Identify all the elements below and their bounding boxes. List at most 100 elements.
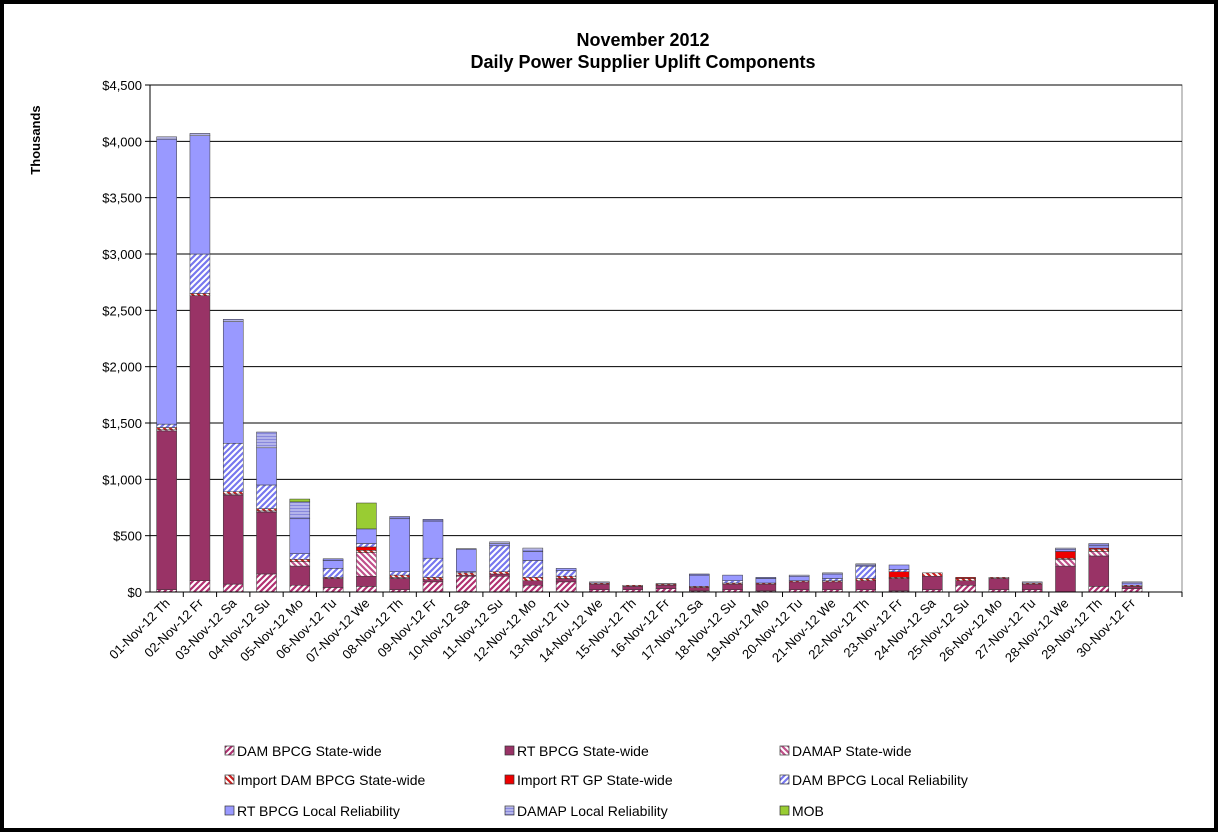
bar-segment [322, 568, 344, 578]
bar-segment [1055, 548, 1076, 552]
bar-segment [489, 541, 510, 544]
bar-segment [788, 575, 810, 581]
bar-segment [788, 581, 810, 590]
bar-segment [1088, 545, 1110, 549]
bar-segment [389, 516, 410, 520]
bar-segment [988, 577, 1010, 579]
bar-segment [222, 491, 244, 495]
bar-segment [722, 580, 743, 584]
bar-segment [222, 494, 244, 585]
legend-label: RT BPCG State-wide [517, 743, 649, 759]
bar-segment [356, 543, 377, 548]
y-tick-label: $2,500 [102, 303, 142, 318]
bar-segment [456, 548, 477, 550]
legend-swatch [504, 774, 515, 785]
bar-segment [722, 574, 743, 581]
bar-segment [489, 575, 510, 593]
y-tick-label: $3,500 [102, 191, 142, 206]
legend-swatch [779, 805, 790, 816]
bar-segment [655, 584, 677, 589]
bar-segment [522, 551, 544, 561]
legend-swatch [504, 745, 515, 756]
bar-segment [456, 572, 477, 576]
bar-segment [489, 543, 510, 547]
bar-segment [156, 136, 177, 140]
bar-segment [389, 571, 410, 576]
bar-segment [1055, 565, 1076, 593]
bar-segment [555, 575, 577, 579]
bar-segment [822, 581, 843, 590]
bar-segment [655, 588, 677, 593]
bar-segment [1088, 586, 1110, 593]
bar-segment [622, 586, 643, 590]
legend-label: DAM BPCG Local Reliability [792, 772, 968, 788]
y-tick-label: $1,000 [102, 472, 142, 487]
bar-segment [555, 570, 577, 577]
bar-segment [256, 447, 277, 486]
legend-swatch [504, 805, 515, 816]
bar-segment [289, 553, 311, 560]
bar-segment [922, 572, 943, 577]
y-tick-label: $4,000 [102, 134, 142, 149]
legend-label: MOB [792, 803, 824, 819]
bar-segment [489, 573, 510, 577]
bar-segment [356, 502, 377, 530]
bar-segment [189, 295, 211, 581]
bar-segment [855, 580, 876, 590]
bar-segment [555, 568, 577, 571]
bar-segment [522, 577, 544, 581]
bar-segment [322, 558, 344, 561]
bar-segment [555, 581, 577, 593]
bar-segment [1021, 583, 1043, 590]
bar-segment [289, 501, 311, 520]
bar-segment [855, 578, 876, 581]
bar-segment [189, 135, 211, 255]
bar-segment [988, 578, 1010, 590]
bar-segment [955, 580, 976, 586]
bar-segment [888, 564, 910, 570]
bar-segment [722, 583, 743, 590]
bar-segment [1088, 551, 1110, 557]
legend-label: Import RT GP State-wide [517, 772, 673, 788]
bar-segment [1088, 548, 1110, 552]
legend-label: DAMAP State-wide [792, 743, 912, 759]
y-tick-label: $0 [128, 585, 142, 600]
bar-segment [522, 547, 544, 552]
bar-segment [955, 584, 976, 593]
bar-segment [222, 583, 244, 593]
bar-segment [356, 546, 377, 551]
bar-segment [189, 133, 211, 136]
bar-segment [156, 427, 177, 431]
bar-segment [689, 587, 710, 592]
bar-segment [489, 545, 510, 572]
bar-segment [456, 575, 477, 593]
bar-segment [1088, 543, 1110, 547]
y-tick-label: $4,500 [102, 78, 142, 93]
y-tick-label: $2,000 [102, 360, 142, 375]
bar-segment [156, 423, 177, 428]
bar-segment [256, 431, 277, 449]
bar-segment [755, 578, 777, 584]
bar-segment [422, 577, 444, 580]
bar-segment [356, 575, 377, 587]
bar-segment [822, 572, 843, 575]
bar-segment [922, 575, 943, 590]
bar-segment [422, 579, 444, 583]
bar-segment [522, 580, 544, 586]
bar-segment [1121, 586, 1143, 589]
bar-segment [1121, 588, 1143, 593]
legend-swatch [224, 774, 235, 785]
bar-segment [755, 583, 777, 592]
legend-label: DAMAP Local Reliability [517, 803, 668, 819]
bar-segment [256, 573, 277, 593]
bar-segment [256, 484, 277, 509]
bar-segment [689, 573, 710, 576]
bar-segment [755, 577, 777, 579]
bar-segment [356, 586, 377, 593]
legend-swatch [779, 774, 790, 785]
legend-label: Import DAM BPCG State-wide [237, 772, 425, 788]
bar-segment [888, 571, 910, 578]
bar-segment [589, 581, 610, 584]
chart-title: November 2012 [576, 30, 709, 50]
bar-segment [156, 138, 177, 425]
